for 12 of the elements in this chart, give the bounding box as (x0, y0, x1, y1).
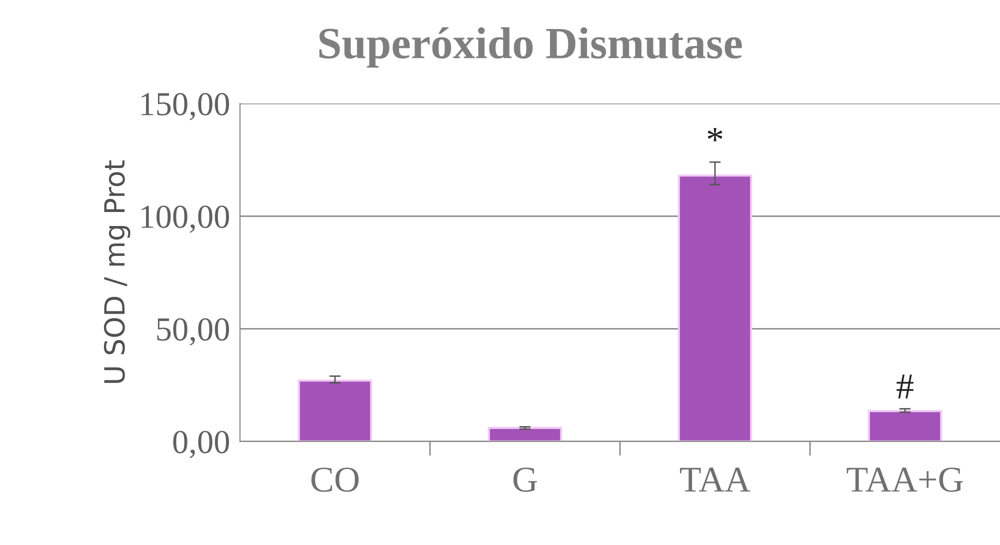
annotation: # (896, 374, 914, 398)
annotation: * (708, 128, 722, 142)
y-tick-label: 50,00 (157, 318, 230, 346)
x-tick-label: TAA+G (846, 468, 963, 492)
x-tick-label: G (513, 468, 537, 492)
y-tick-label: 150,00 (142, 92, 230, 120)
y-tick-label: 100,00 (142, 206, 230, 233)
chart-title: Superóxido Dismutase (319, 27, 742, 68)
x-tick-label: CO (311, 468, 359, 492)
y-axis-title: U SOD / mg Prot (104, 160, 130, 383)
x-tick-label: TAA (680, 468, 750, 492)
y-tick-label: 0,00 (173, 430, 230, 458)
